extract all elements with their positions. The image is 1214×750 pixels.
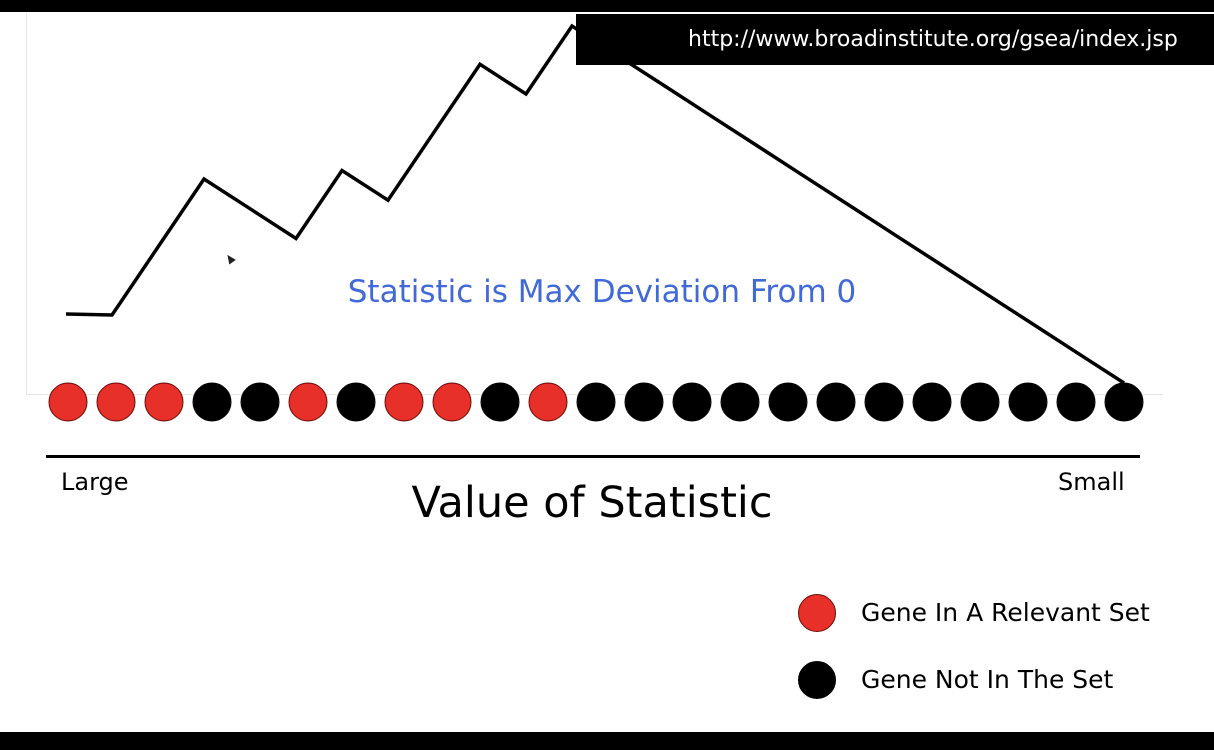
gene-dot-in-set	[144, 382, 184, 422]
caption-text: Statistic is Max Deviation From 0	[347, 274, 857, 310]
gene-dot-not-in-set	[720, 382, 760, 422]
axis-line	[46, 455, 1140, 458]
legend-label: Gene In A Relevant Set	[861, 598, 1150, 627]
url-banner[interactable]: http://www.broadinstitute.org/gsea/index…	[576, 14, 1214, 65]
gene-dot-not-in-set	[624, 382, 664, 422]
gene-dot-not-in-set	[192, 382, 232, 422]
gene-dots	[48, 382, 1144, 422]
gene-dot-not-in-set	[576, 382, 616, 422]
gene-dot-not-in-set	[1008, 382, 1048, 422]
running-sum-line	[65, 23, 1125, 385]
gene-dot-in-set	[288, 382, 328, 422]
gene-dot-in-set	[528, 382, 568, 422]
red-circle-icon	[798, 594, 836, 632]
gene-dot-not-in-set	[1104, 382, 1144, 422]
slide-background	[0, 12, 1214, 732]
gene-dot-not-in-set	[672, 382, 712, 422]
axis-title: Value of Statistic	[411, 478, 773, 528]
gene-dot-not-in-set	[816, 382, 856, 422]
gene-dot-not-in-set	[336, 382, 376, 422]
gene-dot-in-set	[48, 382, 88, 422]
gene-dot-not-in-set	[912, 382, 952, 422]
gene-dot-not-in-set	[864, 382, 904, 422]
axis-left-label: Large	[61, 468, 129, 496]
gene-dot-in-set	[384, 382, 424, 422]
gene-dot-not-in-set	[1056, 382, 1096, 422]
gene-dot-not-in-set	[768, 382, 808, 422]
gene-dot-not-in-set	[960, 382, 1000, 422]
gene-dot-not-in-set	[240, 382, 280, 422]
gene-dot-in-set	[432, 382, 472, 422]
gene-dot-not-in-set	[480, 382, 520, 422]
black-circle-icon	[798, 661, 836, 699]
legend-label: Gene Not In The Set	[861, 665, 1114, 694]
axis-right-label: Small	[1058, 468, 1125, 496]
gene-dot-in-set	[96, 382, 136, 422]
